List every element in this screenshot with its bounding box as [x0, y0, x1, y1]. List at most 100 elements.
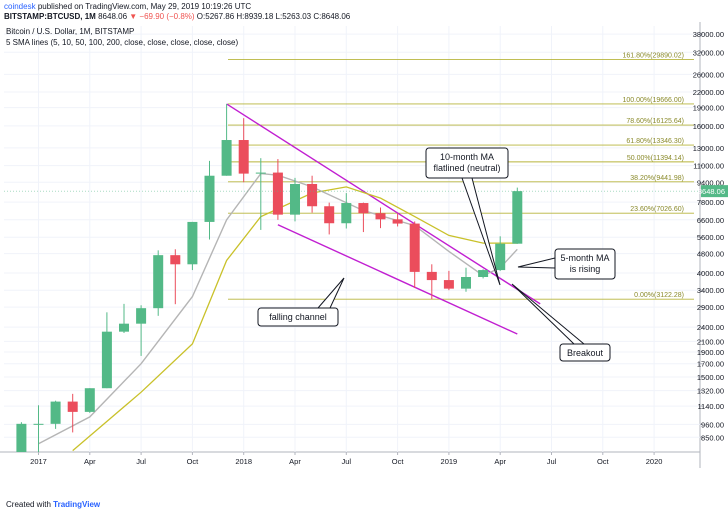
chart-subtitle: 5 SMA lines (5, 10, 50, 100, 200, close,… — [6, 38, 238, 47]
candle-body — [136, 308, 147, 324]
y-tick-label: 19000.00 — [693, 104, 724, 113]
candle-body — [478, 270, 489, 278]
candlesticks — [4, 103, 700, 452]
annotation-5ma-text: 5-month MA — [560, 253, 609, 263]
candle-body — [153, 255, 164, 309]
fib-label: 50.00%(11394.14) — [627, 155, 684, 162]
y-tick-label: 7800.00 — [697, 198, 724, 207]
annotation-5ma-pointer — [517, 257, 556, 269]
y-tick-label: 32000.00 — [693, 48, 724, 57]
candle-body — [101, 331, 112, 389]
symbol-name: BITSTAMP:BTCUSD, 1M — [4, 12, 96, 21]
candle-body — [204, 175, 215, 222]
annotation-breakout-pointer — [511, 283, 585, 345]
y-tick-label: 22000.00 — [693, 88, 724, 97]
y-tick-label: 2100.00 — [697, 337, 724, 346]
fib-label: 161.80%(29890.02) — [623, 53, 685, 60]
annotation-breakout-text: Breakout — [567, 348, 604, 358]
publish-line: coindesk published on TradingView.com, M… — [4, 2, 251, 12]
x-tick-label: Jul — [136, 457, 146, 466]
y-tick-label: 11000.00 — [693, 162, 724, 171]
y-tick-label: 38000.00 — [693, 30, 724, 39]
annotation-5ma-text: is rising — [570, 264, 601, 274]
fibonacci-levels: 161.80%(29890.02) 100.00%(19666.00) 78.60%… — [228, 53, 694, 300]
annotation-10ma-pointer — [461, 177, 501, 286]
candle-body — [67, 401, 78, 412]
y-tick-label: 1700.00 — [697, 360, 724, 369]
annotation-5ma-box — [554, 248, 616, 280]
candle-body — [33, 423, 44, 425]
chart-header: coindesk published on TradingView.com, M… — [0, 0, 728, 22]
y-tick-label: 4000.00 — [697, 269, 724, 278]
author-name[interactable]: coindesk — [4, 2, 36, 11]
y-tick-label: 2400.00 — [697, 323, 724, 332]
fib-label: 100.00%(19666.00) — [623, 97, 685, 104]
candle-body — [170, 255, 181, 265]
candle-body — [290, 183, 300, 215]
x-tick-label: 2017 — [30, 457, 47, 466]
candle-body — [426, 271, 437, 281]
y-tick-label: 850.00 — [701, 433, 724, 442]
fib-label: 61.80%(13346.30) — [626, 138, 684, 145]
price-axis[interactable]: 850.00 960.00 1140.00 1320.00 1500.00 1700.00… — [693, 30, 728, 442]
y-tick-label: 2900.00 — [697, 303, 724, 312]
candle-body — [187, 221, 198, 265]
y-tick-label: 26000.00 — [693, 70, 724, 79]
y-tick-label: 6600.00 — [697, 216, 724, 225]
annotation-10ma-text: flatlined (neutral) — [433, 163, 500, 173]
publish-info: published on TradingView.com, May 29, 20… — [37, 2, 252, 11]
candle-body — [221, 140, 232, 176]
candle-body — [392, 219, 403, 224]
footer: Created with TradingView — [6, 500, 100, 509]
tradingview-logo[interactable]: TradingView — [53, 500, 101, 509]
chart-title: Bitcoin / U.S. Dollar, 1M, BITSTAMP — [6, 27, 134, 36]
candle-body — [255, 172, 266, 174]
ohlc-values: O:5267.86 H:8939.18 L:5263.03 C:8648.06 — [196, 12, 351, 21]
y-tick-label: 1500.00 — [697, 373, 724, 382]
time-axis[interactable]: 2017 Apr Jul Oct 2018 Apr Jul Oct 2019 Apr Jul Oct 2… — [30, 452, 662, 466]
candle-body — [84, 388, 95, 412]
fib-label: 38.20%(9441.98) — [630, 175, 684, 182]
x-tick-label: 2018 — [235, 457, 252, 466]
y-tick-label: 1900.00 — [697, 348, 724, 357]
x-tick-label: Apr — [494, 457, 506, 466]
x-tick-label: Apr — [289, 457, 301, 466]
fib-label: 23.60%(7026.60) — [630, 206, 684, 213]
y-tick-label: 960.00 — [701, 420, 724, 429]
candle-body — [16, 423, 27, 452]
created-with-label: Created with — [6, 500, 51, 509]
candle-body — [119, 323, 129, 332]
x-tick-label: Jul — [547, 457, 557, 466]
price-chart[interactable]: 161.80%(29890.02) 100.00%(19666.00) 78.60%… — [0, 22, 728, 500]
annotation-10ma-text: 10-month MA — [440, 152, 494, 162]
last-price-label: 8648.06 — [698, 187, 725, 196]
channel-lower-line — [277, 224, 518, 335]
candle-body — [495, 243, 506, 271]
y-tick-label: 1320.00 — [697, 387, 724, 396]
x-tick-label: Jul — [342, 457, 352, 466]
x-tick-label: Apr — [84, 457, 96, 466]
sma-10-line — [72, 186, 518, 452]
fib-label: 78.60%(16125.64) — [626, 118, 684, 125]
annotation-channel-box — [257, 307, 339, 327]
y-tick-label: 13000.00 — [693, 144, 724, 153]
candle-body — [238, 140, 249, 174]
x-tick-label: Oct — [187, 457, 200, 466]
y-tick-label: 4800.00 — [697, 250, 724, 259]
annotation-breakout-box — [559, 343, 611, 362]
price-change: −69.90 (−0.8%) — [139, 12, 195, 21]
symbol-line: BITSTAMP:BTCUSD, 1M 8648.06 ▼ −69.90 (−0… — [4, 12, 350, 22]
candle-body — [272, 172, 283, 215]
annotation-channel-pointer — [317, 277, 345, 309]
y-tick-label: 16000.00 — [693, 122, 724, 131]
y-tick-label: 1140.00 — [697, 402, 724, 411]
candle-body — [358, 203, 369, 214]
annotation-10ma-box — [425, 147, 509, 179]
down-arrow-icon: ▼ — [129, 12, 138, 21]
x-tick-label: 2019 — [441, 457, 458, 466]
last-price-tag — [701, 185, 728, 198]
candle-body — [512, 191, 523, 244]
annotation-channel-text: falling channel — [269, 312, 327, 322]
x-tick-label: Oct — [597, 457, 610, 466]
